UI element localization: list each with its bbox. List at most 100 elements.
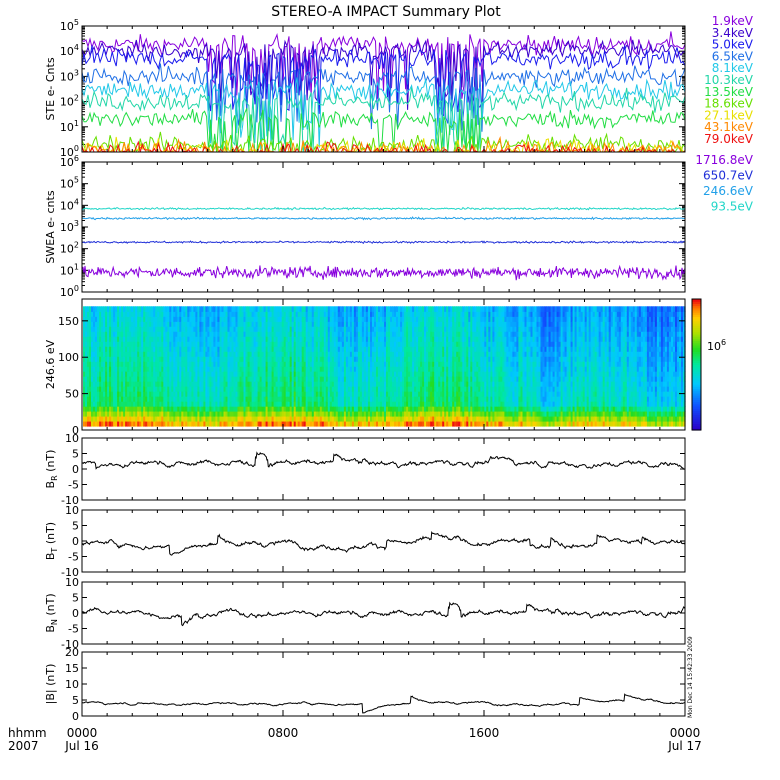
pad-cell — [241, 416, 245, 422]
pad-cell — [249, 331, 253, 337]
pad-cell — [458, 331, 461, 337]
pad-cell — [291, 381, 295, 387]
pad-cell — [390, 321, 393, 327]
pad-cell — [167, 386, 170, 392]
pad-cell — [251, 366, 255, 372]
pad-cell — [434, 351, 437, 357]
pad-cell — [121, 391, 124, 397]
pad-cell — [412, 331, 415, 337]
pad-cell — [434, 366, 437, 372]
pad-cell — [462, 376, 465, 382]
pad-cell — [89, 311, 92, 317]
pad-cell — [464, 341, 467, 347]
pad-cell — [404, 316, 407, 322]
pad-cell — [217, 386, 221, 392]
pad-cell — [89, 406, 92, 412]
pad-cell — [313, 346, 317, 352]
pad-cell — [131, 366, 134, 372]
pad-cell — [129, 386, 132, 392]
pad-cell — [221, 406, 225, 412]
pad-cell — [203, 351, 207, 357]
pad-cell — [123, 371, 126, 377]
pad-cell — [313, 421, 317, 427]
pad-cell — [103, 326, 106, 332]
pad-cell — [466, 316, 469, 322]
pad-cell — [275, 326, 279, 332]
pad-cell — [191, 391, 195, 397]
pad-cell — [394, 406, 397, 412]
pad-cell — [434, 386, 437, 392]
pad-cell — [137, 391, 140, 397]
pad-cell — [237, 411, 241, 417]
pad-cell — [337, 306, 341, 312]
pad-cell — [454, 406, 457, 412]
pad-cell — [384, 341, 387, 347]
pad-cell — [239, 396, 243, 402]
pad-cell — [325, 311, 329, 317]
pad-cell — [227, 416, 231, 422]
pad-cell — [430, 311, 433, 317]
pad-cell — [349, 366, 353, 372]
pad-cell — [323, 326, 327, 332]
pad-cell — [388, 336, 391, 342]
pad-cell — [213, 371, 217, 377]
pad-cell — [105, 371, 108, 377]
pad-cell — [317, 406, 321, 412]
pad-cell — [263, 411, 267, 417]
pad-cell — [283, 411, 287, 417]
pad-cell — [325, 421, 329, 427]
pad-cell — [392, 351, 395, 357]
pad-cell — [239, 416, 243, 422]
pad-cell — [446, 306, 449, 312]
pad-cell — [225, 416, 229, 422]
pad-cell — [93, 341, 96, 347]
pad-cell — [129, 396, 132, 402]
pad-cell — [91, 381, 94, 387]
pad-cell — [313, 376, 317, 382]
pad-cell — [143, 361, 146, 367]
pad-cell — [123, 381, 126, 387]
ste-y-tick-label: 101 — [60, 119, 79, 134]
pad-cell — [157, 386, 160, 392]
pad-cell — [281, 421, 285, 427]
pad-cell — [438, 371, 441, 377]
pad-cell — [277, 386, 281, 392]
pad-cell — [113, 331, 116, 337]
pad-cell — [412, 306, 415, 312]
pad-cell — [355, 316, 359, 322]
pad-cell — [394, 336, 397, 342]
pad-cell — [408, 346, 411, 352]
pad-cell — [376, 391, 379, 397]
pad-cell — [351, 376, 355, 382]
pad-cell — [289, 381, 293, 387]
pad-cell — [243, 326, 247, 332]
pad-cell — [173, 356, 176, 362]
pad-cell — [131, 401, 134, 407]
pad-cell — [109, 386, 112, 392]
pad-cell — [113, 371, 116, 377]
pad-cell — [173, 351, 176, 357]
pad-cell — [291, 401, 295, 407]
pad-cell — [367, 376, 371, 382]
pad-cell — [243, 316, 247, 322]
pad-cell — [211, 346, 215, 352]
pad-cell — [269, 326, 273, 332]
pad-cell — [187, 361, 190, 367]
pad-cell — [402, 311, 405, 317]
pad-cell — [303, 321, 307, 327]
pad-cell — [91, 376, 94, 382]
pad-cell — [263, 311, 267, 317]
pad-cell — [125, 346, 128, 352]
pad-cell — [331, 371, 335, 377]
pad-cell — [400, 336, 403, 342]
pad-cell — [93, 371, 96, 377]
pad-cell — [213, 376, 217, 382]
pad-cell — [452, 351, 455, 357]
pad-cell — [438, 356, 441, 362]
pad-cell — [357, 326, 361, 332]
pad-cell — [221, 316, 225, 322]
pad-cell — [311, 406, 315, 412]
pad-cell — [155, 371, 158, 377]
pad-cell — [434, 341, 437, 347]
pad-cell — [233, 316, 237, 322]
